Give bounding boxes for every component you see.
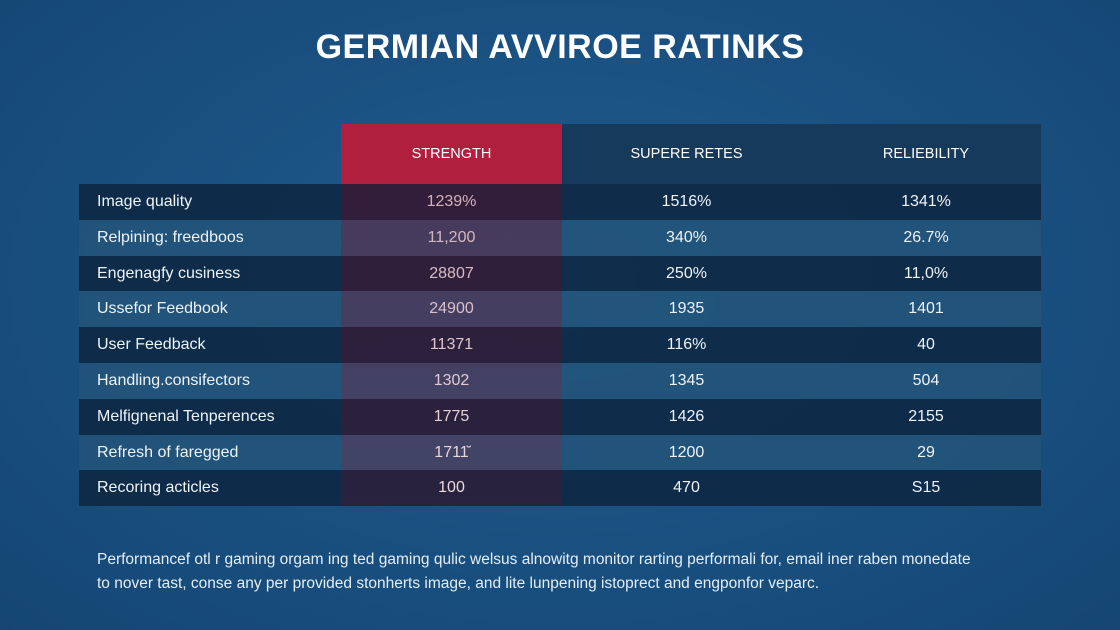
reliebility-value: 2155	[908, 407, 944, 425]
footer-line-1: Performancef otl r gaming orgam ing ted …	[97, 551, 971, 568]
reliebility-value: 40	[917, 336, 935, 354]
reliebility-value: 1341%	[901, 193, 951, 210]
reliebility-value: 26.7%	[903, 228, 949, 246]
table-row: Image quality 1239% 1516% 1341%	[79, 184, 1041, 220]
row-label: Ussefor Feedbook	[97, 300, 228, 318]
row-label: Image quality	[97, 193, 193, 210]
row-label: Engenagfy cusiness	[97, 264, 241, 282]
supere-retes-value: 1200	[668, 443, 705, 461]
table-row: Handling.consifectors 1302 1345 504	[79, 363, 1041, 399]
table-header-background	[562, 124, 1041, 184]
reliebility-value: 1401	[908, 300, 944, 318]
supere-retes-value: 470	[673, 479, 700, 497]
row-label: Recoring acticles	[97, 479, 219, 497]
strength-column-shade	[341, 184, 562, 506]
supere-retes-value: 1516%	[661, 193, 712, 210]
supere-retes-value: 1345	[668, 372, 705, 389]
strength-value: 11,200	[341, 220, 562, 256]
column-header-strength: STRENGTH	[411, 146, 492, 162]
row-label: Melfignenal Tenperences	[97, 407, 275, 425]
strength-value: 100	[341, 470, 562, 506]
page-title: GERMIAN AVVIROE RATINKS	[315, 28, 805, 66]
table-row: User Feedback 11371 116% 40	[79, 327, 1041, 363]
reliebility-value: S15	[911, 479, 941, 497]
supere-retes-value: 340%	[666, 228, 707, 246]
supere-retes-value: 1426	[668, 407, 705, 425]
footer-line-2: to nover tast, conse any per provided st…	[97, 575, 820, 592]
ratings-table: STRENGTH SUPERE RETES RELIEBILITY Image …	[79, 124, 1041, 507]
table-row: Refresh of faregged 1711̆̆ 1200 29	[79, 434, 1041, 471]
column-header-supere-retes: SUPERE RETES	[630, 146, 743, 162]
column-header-reliebility: RELIEBILITY	[882, 146, 970, 162]
strength-value: 1711̆̆	[341, 435, 562, 471]
row-label: Relpining: freedboos	[97, 228, 244, 246]
strength-value: 1302	[341, 363, 562, 399]
table-row: Melfignenal Tenperences 1775 1426 2155	[79, 398, 1041, 435]
row-label: Refresh of faregged	[97, 443, 239, 461]
strength-value: 1239%	[341, 184, 562, 220]
table-row: Engenagfy cusiness 28807 250% 11,0%	[79, 255, 1041, 292]
supere-retes-value: 1935	[668, 300, 705, 318]
supere-retes-value: 116%	[666, 336, 707, 354]
supere-retes-value: 250%	[666, 264, 707, 282]
row-label: Handling.consifectors	[97, 372, 250, 389]
strength-value: 1775	[341, 399, 562, 435]
reliebility-value: 11,0%	[903, 264, 949, 282]
strength-value: 28807	[341, 256, 562, 292]
footer-caption: Performancef otl r gaming orgam ing ted …	[97, 548, 1057, 596]
strength-value: 11371	[341, 327, 562, 363]
table-row: Recoring acticles 100 470 S15	[79, 470, 1041, 507]
table-row: Relpining: freedboos 11,200 340% 26.7%	[79, 219, 1041, 256]
reliebility-value: 29	[917, 443, 935, 461]
row-label: User Feedback	[97, 336, 206, 354]
reliebility-value: 504	[912, 372, 940, 389]
table-row: Ussefor Feedbook 24900 1935 1401	[79, 291, 1041, 328]
strength-value: 24900	[341, 291, 562, 327]
